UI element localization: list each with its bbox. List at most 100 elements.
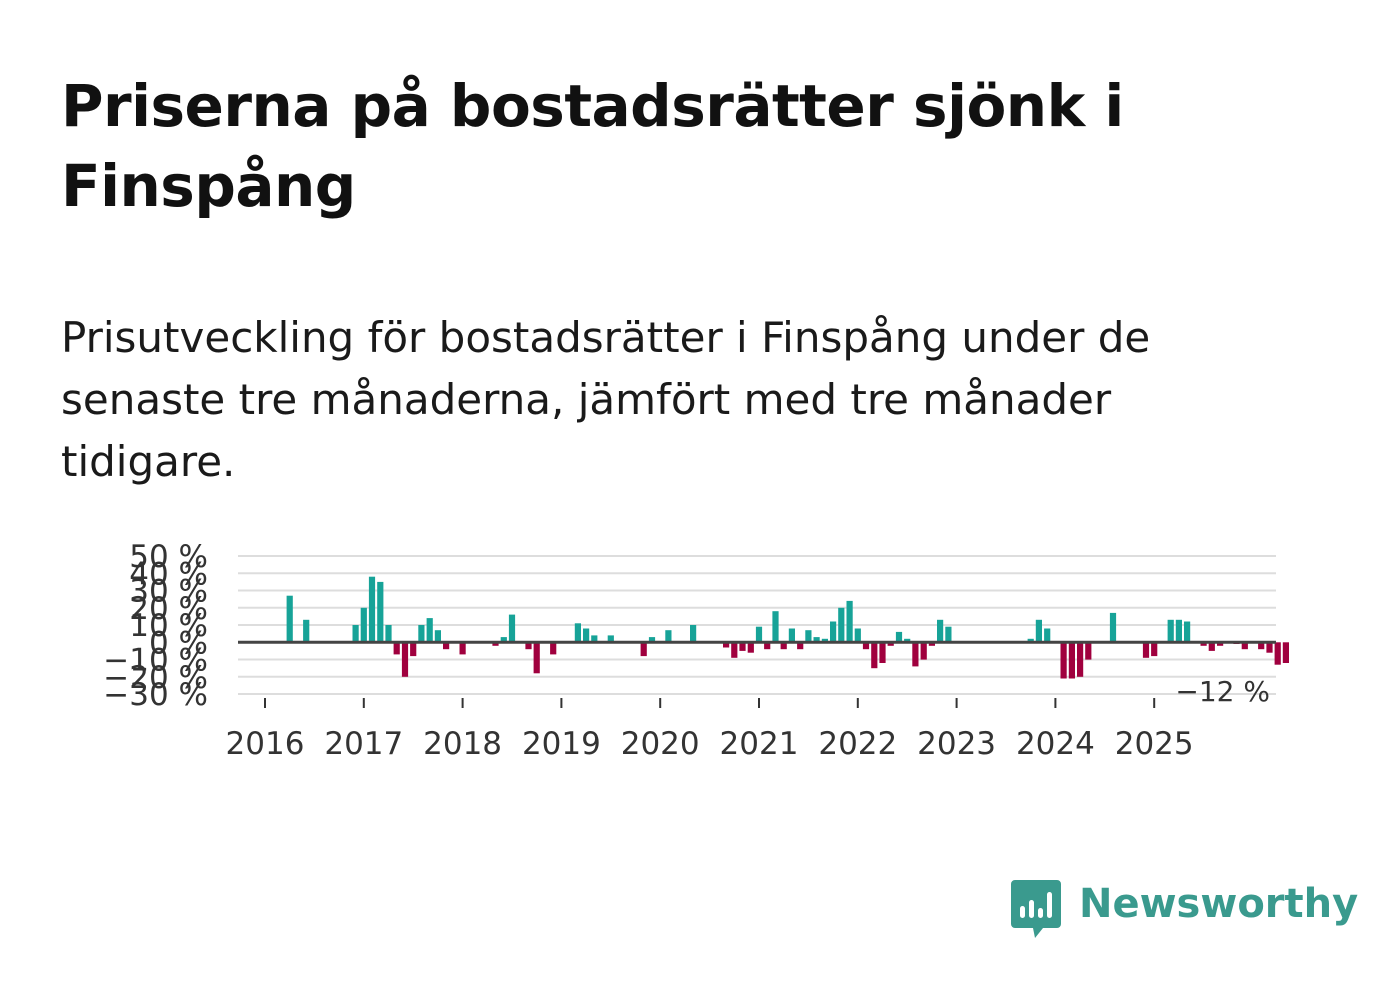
bar [500, 637, 507, 643]
bar [1085, 642, 1092, 660]
bar [459, 642, 466, 655]
bar [410, 642, 417, 657]
chart-subtitle: Prisutveckling för bostadsrätter i Finsp… [61, 313, 1151, 486]
bar [945, 626, 952, 643]
bar [739, 642, 746, 651]
bar [1167, 619, 1174, 643]
bar [1282, 642, 1289, 663]
x-tick-label: 2022 [818, 726, 897, 762]
bar [1151, 642, 1158, 657]
bar [1217, 642, 1224, 646]
x-axis: 2016 2017 2018 2019 2020 2021 2022 2023 2024 2025 [226, 698, 1194, 762]
bar [1109, 612, 1117, 643]
x-tick-label: 2019 [522, 726, 601, 762]
bar [772, 611, 779, 643]
price-change-chart: 50 %40 %30 %20 %10 %0 %−10 %−20 %−30 % 2… [103, 539, 1289, 762]
bar [591, 635, 598, 643]
bar [912, 642, 919, 667]
bar [1068, 642, 1075, 679]
x-tick-label: 2025 [1115, 726, 1194, 762]
bar [854, 628, 861, 643]
bar [533, 642, 540, 674]
bar [401, 642, 409, 677]
x-tick-label: 2018 [423, 726, 502, 762]
bar [1060, 642, 1067, 679]
bar [813, 637, 820, 643]
bar [1142, 642, 1150, 658]
y-tick-label: 20 % [129, 591, 208, 627]
y-tick-label: −30 % [103, 677, 208, 713]
bar [393, 642, 400, 655]
bar [764, 642, 771, 650]
bar [1184, 621, 1191, 643]
bar [574, 623, 581, 643]
bar [418, 625, 425, 643]
bar [550, 642, 557, 655]
bar [303, 619, 310, 643]
bar [492, 642, 499, 646]
bar [747, 642, 754, 653]
bar [508, 614, 516, 643]
bar [788, 628, 795, 643]
bar [360, 607, 367, 643]
bar [377, 581, 384, 643]
bar [723, 642, 730, 648]
bar [1200, 642, 1207, 646]
x-tick-label: 2023 [917, 726, 996, 762]
bar [805, 630, 812, 643]
bars [286, 576, 1289, 679]
bar [862, 642, 870, 650]
bar [1208, 642, 1215, 651]
bar [755, 626, 763, 643]
bar [1266, 642, 1273, 653]
bar [1175, 619, 1182, 643]
bar [797, 642, 804, 650]
bar [838, 607, 845, 643]
bar [879, 642, 886, 663]
bar [640, 642, 647, 657]
bar [887, 642, 894, 646]
bar [920, 642, 927, 660]
bar [690, 625, 697, 643]
bar [525, 642, 532, 650]
y-tick-label: −10 % [103, 643, 208, 679]
bar [1027, 638, 1034, 643]
bar [352, 625, 359, 643]
bar [665, 630, 672, 643]
bar [434, 630, 441, 643]
bar [648, 637, 656, 643]
y-tick-label: 0 % [149, 625, 208, 661]
bar [1035, 619, 1042, 643]
brand-name: Newsworthy [1079, 881, 1359, 927]
bar [426, 618, 433, 643]
y-tick-label: −20 % [103, 660, 208, 696]
bar [1258, 642, 1265, 650]
bar [895, 631, 903, 643]
bar [368, 576, 376, 643]
bar [904, 638, 911, 643]
bar [830, 621, 837, 643]
y-tick-label: 30 % [129, 574, 208, 610]
bar [583, 628, 590, 643]
bar [385, 625, 392, 643]
page-title: Priserna på bostadsrätter sjönk i Finspå… [61, 72, 1124, 220]
y-tick-label: 40 % [129, 556, 208, 592]
bar [821, 638, 828, 643]
x-tick-label: 2016 [226, 726, 305, 762]
bar [607, 635, 614, 643]
y-axis-labels: 50 %40 %30 %20 %10 %0 %−10 %−20 %−30 % [103, 539, 208, 713]
bar [1274, 642, 1281, 665]
bar [1241, 642, 1248, 650]
bar [846, 600, 853, 643]
bar [780, 642, 787, 650]
newsworthy-logo-icon [1011, 880, 1061, 938]
x-tick-label: 2024 [1016, 726, 1095, 762]
newsworthy-logo[interactable]: Newsworthy [1011, 878, 1358, 940]
y-gridlines [238, 555, 1276, 695]
bar [928, 642, 935, 646]
x-tick-label: 2017 [324, 726, 403, 762]
x-tick-label: 2021 [720, 726, 799, 762]
y-tick-label: 10 % [129, 608, 208, 644]
bar [937, 619, 944, 643]
bar [286, 595, 293, 643]
